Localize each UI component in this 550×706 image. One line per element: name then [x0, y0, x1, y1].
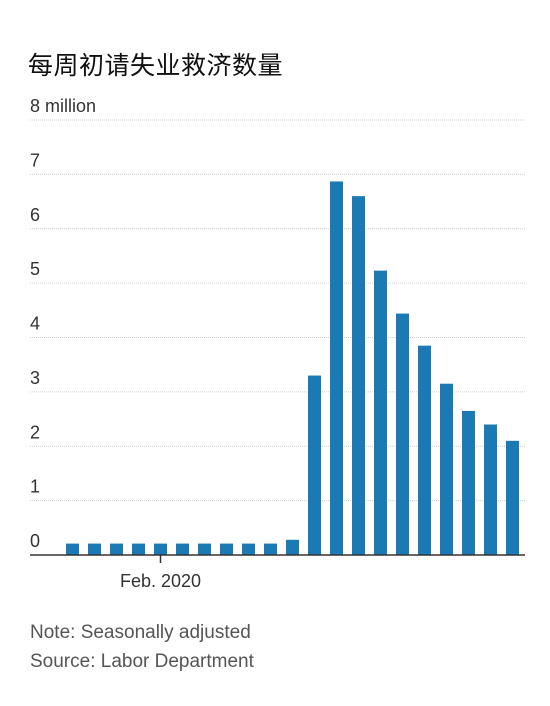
- y-tick-label: 6: [30, 205, 40, 225]
- bar: [88, 543, 101, 555]
- bar: [176, 543, 189, 555]
- bar: [198, 543, 211, 555]
- bar: [374, 270, 387, 555]
- y-tick-label: 2: [30, 422, 40, 442]
- bar: [308, 375, 321, 555]
- bars: [66, 181, 519, 555]
- y-tick-label: 8 million: [30, 96, 96, 116]
- y-tick-label: 7: [30, 150, 40, 170]
- bar: [440, 383, 453, 555]
- y-tick-label: 4: [30, 314, 40, 334]
- bar: [418, 345, 431, 555]
- note-text: Note: Seasonally adjusted: [30, 622, 251, 643]
- bar: [352, 196, 365, 555]
- y-tick-label: 1: [30, 477, 40, 497]
- bar: [110, 543, 123, 555]
- bar: [506, 440, 519, 555]
- source-text: Source: Labor Department: [30, 651, 254, 672]
- bar: [462, 410, 475, 555]
- y-tick-label: 0: [30, 531, 40, 551]
- x-axis-ticks: Feb. 2020: [120, 555, 201, 591]
- bar: [66, 543, 79, 555]
- bar: [396, 313, 409, 555]
- bar: [264, 543, 277, 555]
- bar: [330, 181, 343, 555]
- chart-title: 每周初请失业救济数量: [28, 51, 284, 80]
- x-tick-label: Feb. 2020: [120, 571, 201, 591]
- bar-chart: 0 1 2 3 4 5 6 7 8 million Feb. 2020: [30, 96, 525, 591]
- y-tick-label: 5: [30, 259, 40, 279]
- bar: [286, 539, 299, 555]
- y-axis-labels: 0 1 2 3 4 5 6 7 8 million: [30, 96, 96, 551]
- bar: [484, 424, 497, 555]
- bar: [242, 543, 255, 555]
- bar: [154, 543, 167, 555]
- bar: [220, 543, 233, 555]
- y-tick-label: 3: [30, 368, 40, 388]
- bar: [132, 543, 145, 555]
